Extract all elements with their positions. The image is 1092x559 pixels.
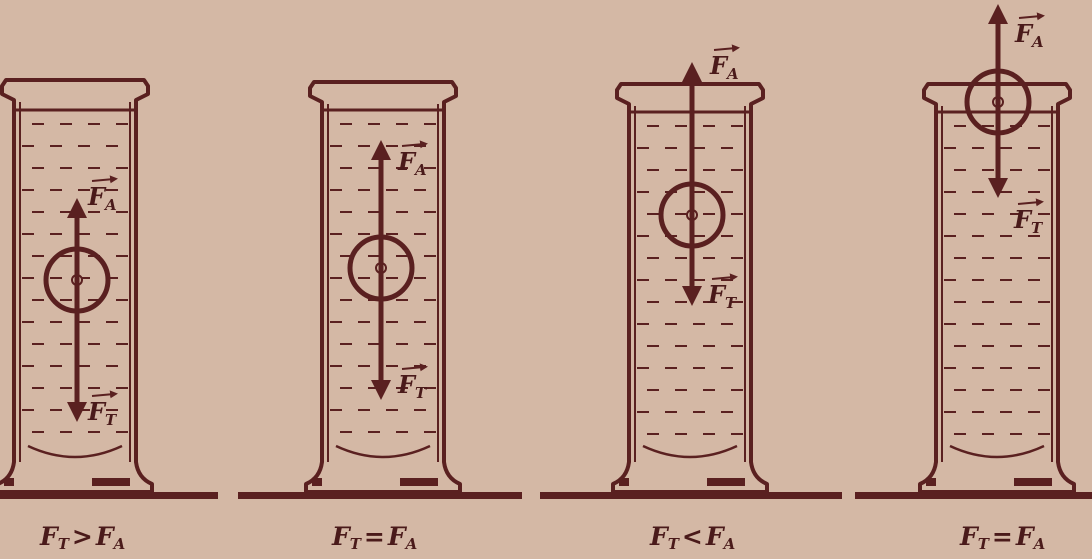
cylinder-bottom [335,444,431,459]
vector-arrow-icon [91,390,118,399]
buoyant-force-label: FA [397,147,427,179]
graduated-cylinder [0,78,154,494]
graduated-cylinder [611,82,769,494]
vector-arrow-icon [711,273,738,282]
condition-caption: FT > FA [39,522,125,553]
base-mark [4,478,14,486]
cylinder-panel: FA FT FT = FA [918,4,1076,553]
vector-arrow-icon [401,140,428,149]
vector-arrow-icon [1018,12,1045,21]
cylinder-bottom [949,444,1045,459]
buoyant-force-label: FA [1014,19,1044,51]
base-mark [400,478,438,486]
graduated-cylinder [304,80,462,494]
gravity-force-label: FT [87,397,118,429]
vector-arrow-icon [401,363,428,372]
cylinder-bottom [27,444,123,459]
cylinder-panel: FA FT FT > FA [0,78,154,553]
vector-arrow-icon [713,44,740,53]
base-mark [707,478,745,486]
condition-caption: FT < FA [649,522,735,553]
table-surface [0,492,1092,499]
cylinder-bottom [642,444,738,459]
base-mark [92,478,130,486]
graduated-cylinder [918,82,1076,494]
base-mark [312,478,322,486]
gravity-force-label: FT [707,280,738,312]
gravity-force-label: FT [1013,205,1044,237]
condition-caption: FT = FA [331,522,417,553]
cylinder-panel: FA FT FT < FA [611,44,769,553]
buoyant-force-label: FA [87,182,117,214]
vector-arrow-icon [1017,198,1044,207]
base-mark [926,478,936,486]
vector-arrow-icon [91,175,118,184]
base-mark [619,478,629,486]
gravity-force-label: FT [397,370,428,402]
base-mark [1014,478,1052,486]
buoyant-force-label: FA [709,51,739,83]
cylinder-panel: FA FT FT = FA [304,80,462,553]
condition-caption: FT = FA [959,522,1045,553]
